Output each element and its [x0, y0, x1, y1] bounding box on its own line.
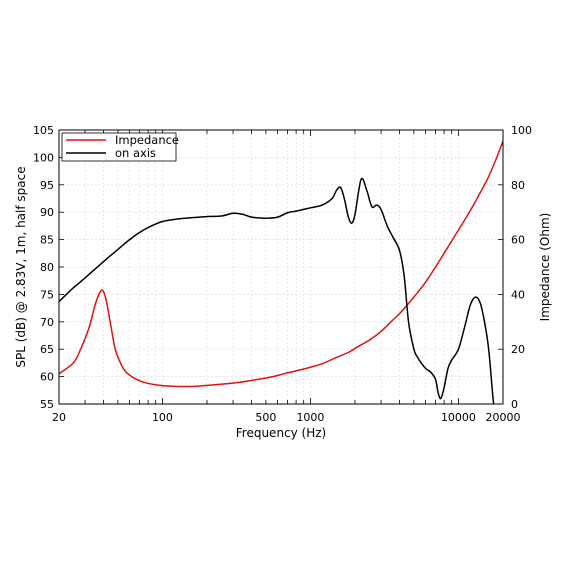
y-axis-title: SPL (dB) @ 2.83V, 1m, half space	[14, 166, 28, 367]
y2-tick-label: 20	[511, 343, 525, 356]
y-tick-label: 100	[33, 151, 54, 164]
y-tick-label: 80	[40, 261, 54, 274]
x-tick-label: 20	[52, 411, 66, 424]
x-axis-title: Frequency (Hz)	[236, 426, 327, 440]
tick-label-layer: 55 60 65 70 75 80 85 90 95 100 105 0 20 40 60 80 100 20 10…	[33, 124, 532, 424]
y2-tick-label: 0	[511, 398, 518, 411]
y2-tick-label: 100	[511, 124, 532, 137]
y-tick-label: 55	[40, 398, 54, 411]
tick-layer	[58, 129, 504, 405]
legend: Impedance on axis	[61, 132, 179, 162]
y2-axis-title: Impedance (Ohm)	[538, 213, 552, 322]
y-tick-label: 75	[40, 288, 54, 301]
y2-tick-label: 60	[511, 234, 525, 247]
x-tick-label: 500	[255, 411, 276, 424]
legend-label-impedance: Impedance	[115, 133, 179, 147]
y-tick-label: 95	[40, 179, 54, 192]
y-tick-label: 90	[40, 206, 54, 219]
y2-tick-label: 40	[511, 288, 525, 301]
y-tick-label: 85	[40, 234, 54, 247]
x-tick-label: 100	[152, 411, 173, 424]
y-tick-label: 60	[40, 371, 54, 384]
y-tick-label: 65	[40, 343, 54, 356]
series-line-on-axis	[59, 177, 495, 404]
y-tick-label: 70	[40, 316, 54, 329]
series-line-impedance	[59, 140, 503, 388]
legend-box	[61, 132, 177, 162]
legend-label-on-axis: on axis	[115, 146, 156, 160]
series-layer	[59, 140, 503, 404]
y-tick-label: 105	[33, 124, 54, 137]
grid-layer	[59, 130, 503, 404]
x-tick-label: 20000	[486, 411, 521, 424]
y2-tick-label: 80	[511, 179, 525, 192]
x-tick-label: 1000	[296, 411, 324, 424]
x-tick-label: 10000	[441, 411, 476, 424]
